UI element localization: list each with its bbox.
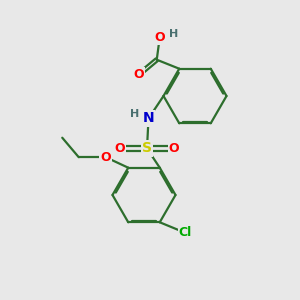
Text: O: O [134, 68, 144, 81]
Text: O: O [154, 31, 165, 44]
Text: O: O [100, 151, 111, 164]
Text: N: N [143, 112, 154, 125]
Text: H: H [130, 109, 140, 119]
Text: Cl: Cl [178, 226, 192, 239]
Text: S: S [142, 142, 152, 155]
Text: O: O [115, 142, 125, 155]
Text: O: O [169, 142, 179, 155]
Text: H: H [169, 29, 178, 39]
